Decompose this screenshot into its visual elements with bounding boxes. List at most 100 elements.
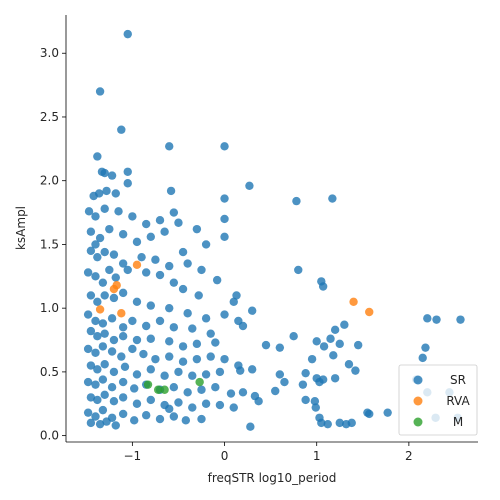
point-sr-73 [109,293,119,303]
legend-label-m: M [453,415,463,429]
point-sr-44 [100,247,109,257]
y-axis-label: ksAmpl [14,206,28,250]
point-sr-52 [212,275,222,285]
legend-label-sr: SR [450,373,466,387]
point-sr-100 [93,332,102,341]
point-sr-111 [289,332,298,341]
point-sr-25 [141,219,151,229]
point-sr-221 [102,417,111,426]
point-sr-132 [247,365,257,374]
point-sr-184 [93,395,102,405]
point-sr-36 [86,227,96,236]
point-sr-173 [238,388,248,397]
y-ticks: 0.0 0.5 1.0 1.5 2.0 2.5 3.0 [40,46,66,443]
point-sr-89 [155,316,165,326]
point-sr-116 [353,340,363,350]
point-sr-119 [91,348,100,357]
point-sr-65 [178,284,188,294]
point-sr-122 [117,352,126,361]
point-sr-143 [120,362,130,371]
point-sr-195 [229,403,238,412]
point-sr-94 [340,320,349,329]
point-sr-196 [246,422,255,431]
y-tick-label: 3.0 [40,46,59,60]
point-sr-93 [238,321,248,331]
point-sr-105 [146,334,155,343]
point-sr-28 [174,218,183,227]
point-sr-41 [132,237,142,247]
point-sr-189 [146,395,155,405]
point-sr-55 [318,282,328,291]
point-sr-88 [141,321,151,331]
point-rva-4 [117,309,126,318]
point-sr-3 [93,152,102,161]
legend-marker-m [413,417,423,427]
point-sr-99 [86,326,96,336]
point-sr-71 [93,297,102,306]
point-sr-215 [155,414,165,424]
point-sr-107 [178,342,188,351]
legend: SR RVA M [398,364,478,436]
point-m-3 [195,377,204,387]
point-sr-124 [139,349,148,359]
point-sr-101 [100,329,109,338]
point-sr-120 [98,342,108,351]
y-tick-label: 1.0 [40,301,59,315]
point-sr-127 [178,357,188,366]
point-sr-220 [95,419,105,429]
point-sr-19 [220,194,229,203]
point-sr-9 [107,171,117,180]
point-sr-87 [128,316,137,326]
point-sr-76 [146,301,155,310]
point-sr-200 [335,418,344,428]
point-sr-21 [91,212,100,221]
point-sr-216 [169,412,179,421]
points-layer [83,29,465,431]
point-sr-138 [418,353,427,363]
point-sr-161 [91,380,100,389]
point-sr-86 [118,323,128,332]
point-sr-163 [107,382,117,392]
point-sr-29 [192,224,202,234]
legend-label-rva: RVA [446,394,470,408]
point-sr-162 [98,375,108,384]
point-sr-199 [323,419,332,429]
point-rva-5 [349,297,358,306]
point-sr-109 [211,338,220,347]
point-sr-57 [91,272,100,281]
point-sr-136 [344,360,354,369]
point-sr-146 [160,371,169,380]
point-rva-3 [95,305,105,314]
point-sr-17 [292,196,301,206]
legend-marker-rva [413,396,423,406]
point-sr-62 [141,268,151,277]
point-sr-53 [294,265,303,275]
point-sr-1 [95,87,105,96]
y-tick-label: 2.5 [40,110,59,124]
point-sr-12 [102,186,111,196]
point-sr-42 [86,246,96,256]
point-sr-178 [310,397,320,406]
point-sr-39 [105,224,114,234]
point-sr-183 [86,393,96,402]
x-tick-label: 2 [405,449,413,463]
point-sr-110 [261,340,271,350]
point-sr-18 [328,194,337,203]
point-sr-222 [111,421,120,430]
point-sr-106 [165,337,174,346]
point-sr-68 [229,297,238,306]
point-sr-175 [254,397,263,406]
point-sr-165 [130,384,139,393]
point-sr-210 [98,405,108,415]
point-sr-168 [169,382,179,392]
point-sr-11 [94,189,104,198]
point-sr-30 [220,214,229,224]
point-sr-69 [247,306,257,315]
point-sr-2 [117,125,126,134]
point-sr-155 [301,368,310,378]
point-sr-115 [335,339,344,349]
point-sr-91 [188,324,197,333]
point-sr-150 [215,367,225,377]
point-sr-49 [165,261,174,271]
point-sr-47 [137,252,146,262]
